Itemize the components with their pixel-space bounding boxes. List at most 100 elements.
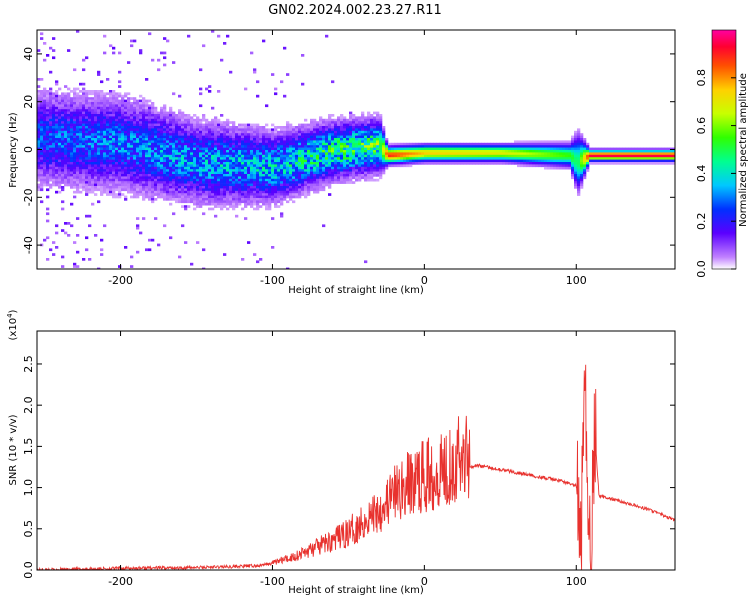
heatmap-cell: [235, 200, 239, 204]
heatmap-cell: [46, 176, 50, 180]
heatmap-cell: [538, 152, 542, 156]
heatmap-cell: [313, 147, 317, 151]
heatmap-cell: [316, 123, 320, 127]
heatmap-cell: [100, 171, 104, 175]
heatmap-cell: [274, 193, 278, 196]
heatmap-cell: [232, 162, 236, 165]
heatmap-cell: [571, 150, 575, 153]
heatmap-cell: [64, 140, 68, 144]
heatmap-cell: [193, 123, 197, 127]
heatmap-cell: [70, 126, 74, 129]
heatmap-cell: [244, 202, 248, 206]
heatmap-cell: [85, 123, 89, 127]
heatmap-cell: [568, 142, 572, 146]
heatmap-cell: [49, 106, 53, 110]
heatmap-cell: [151, 164, 155, 168]
heatmap-cell: [43, 150, 47, 153]
heatmap-cell: [178, 140, 182, 144]
heatmap-cell: [265, 205, 269, 208]
heatmap-cell: [571, 174, 575, 177]
heatmap-cell: [382, 166, 386, 170]
heatmap-cell: [334, 171, 338, 175]
heatmap-cell: [79, 99, 83, 103]
heatmap-cell: [247, 190, 251, 194]
heatmap-cell: [145, 145, 149, 148]
heatmap-cell: [178, 181, 182, 184]
heatmap-cell: [226, 207, 230, 211]
heatmap-cell: [310, 162, 314, 165]
heatmap-cell: [145, 111, 149, 115]
heatmap-cell: [271, 145, 275, 148]
heatmap-cell: [55, 159, 59, 163]
heatmap-cell: [382, 150, 386, 153]
heatmap-cell: [127, 114, 131, 117]
heatmap-cell: [574, 133, 578, 136]
heatmap-cell: [547, 157, 551, 160]
heatmap-cell: [382, 157, 386, 160]
heatmap-cell: [277, 157, 281, 160]
heatmap-cell: [322, 159, 326, 163]
heatmap-cell: [145, 138, 149, 141]
heatmap-cell: [157, 142, 161, 146]
heatmap-cell: [55, 114, 59, 117]
heatmap-cell: [217, 118, 221, 122]
heatmap-cell: [49, 171, 53, 175]
heatmap-cell: [55, 145, 59, 148]
heatmap-cell: [49, 150, 53, 153]
heatmap-cell: [286, 183, 290, 187]
heatmap-cell: [97, 174, 101, 177]
heatmap-cell: [235, 152, 239, 156]
heatmap-cell: [220, 164, 224, 168]
heatmap-cell: [124, 128, 128, 132]
heatmap-cell: [199, 178, 203, 182]
heatmap-cell: [175, 138, 179, 141]
heatmap-cell: [331, 138, 335, 141]
heatmap-cell: [64, 178, 68, 182]
heatmap-cell: [46, 147, 50, 151]
heatmap-cell: [100, 130, 104, 134]
heatmap-cell: [112, 114, 116, 117]
heatmap-cell: [433, 159, 437, 163]
heatmap-cell: [73, 114, 77, 117]
heatmap-cell: [271, 130, 275, 134]
heatmap-cell: [145, 99, 149, 103]
heatmap-cell: [58, 186, 62, 189]
heatmap-cell: [184, 114, 188, 117]
heatmap-cell: [286, 181, 290, 184]
heatmap-cell: [235, 181, 239, 184]
heatmap-cell: [106, 169, 110, 172]
heatmap-cell: [76, 102, 80, 105]
heatmap-cell: [283, 145, 287, 148]
heatmap-cell: [169, 183, 173, 187]
heatmap-cell: [223, 202, 227, 206]
heatmap-cell: [325, 145, 329, 148]
heatmap-cell: [127, 92, 131, 96]
heatmap-cell: [508, 152, 512, 156]
heatmap-cell: [304, 195, 308, 199]
heatmap-cell: [199, 133, 203, 136]
heatmap-cell: [49, 87, 53, 91]
heatmap-cell: [208, 207, 212, 211]
heatmap-cell: [253, 183, 257, 187]
heatmap-cell: [145, 116, 149, 120]
heatmap-cell: [466, 154, 470, 158]
heatmap-cell: [304, 159, 308, 163]
heatmap-cell: [322, 178, 326, 182]
heatmap-cell: [106, 142, 110, 146]
heatmap-cell: [211, 174, 215, 177]
heatmap-cell: [37, 130, 41, 134]
heatmap-cell: [214, 164, 218, 168]
heatmap-cell: [373, 133, 377, 136]
heatmap-cell: [304, 123, 308, 127]
heatmap-cell: [91, 99, 95, 103]
heatmap-cell: [79, 152, 83, 156]
heatmap-cell: [160, 118, 164, 122]
heatmap-cell: [490, 154, 494, 158]
heatmap-cell: [559, 145, 563, 148]
heatmap-cell: [307, 157, 311, 160]
heatmap-cell: [187, 130, 191, 134]
heatmap-cell: [400, 142, 404, 146]
heatmap-cell: [379, 154, 383, 158]
heatmap-cell: [256, 126, 260, 129]
heatmap-cell: [505, 142, 509, 146]
